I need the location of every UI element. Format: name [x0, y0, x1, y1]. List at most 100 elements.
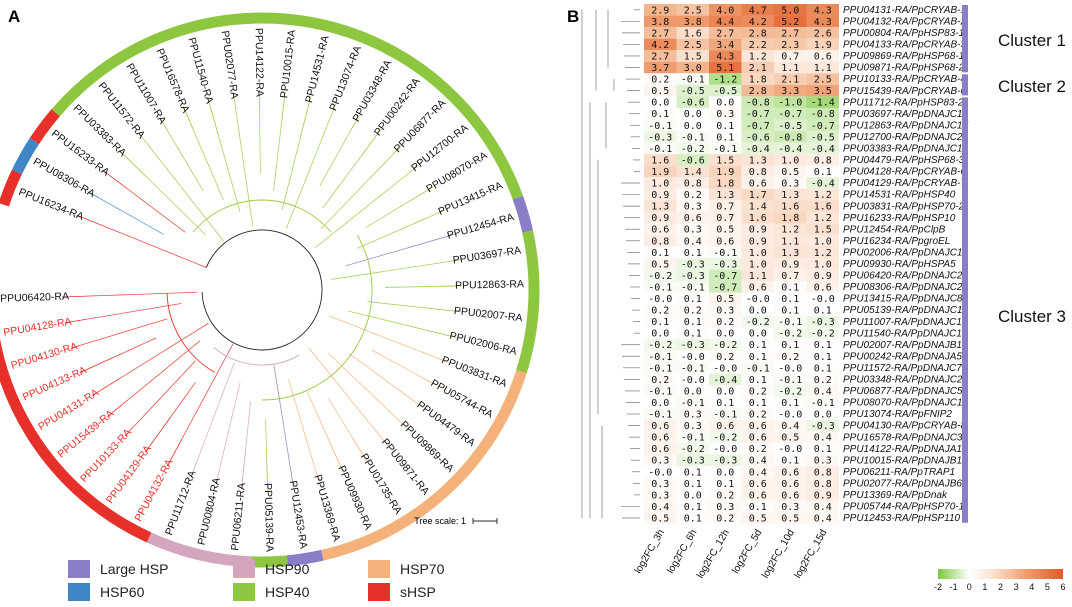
heatmap-cell [806, 304, 839, 316]
heatmap-cell [806, 235, 839, 247]
cell-value: 0.2 [814, 375, 832, 386]
branch [119, 322, 209, 379]
branch [64, 318, 87, 324]
heatmap-cell [676, 454, 709, 466]
gene-label: PPU03831-RA/PpHSP70-2 [843, 201, 965, 212]
heatmap-cell [676, 315, 709, 328]
heatmap-cell [806, 454, 839, 466]
heatmap-cell [644, 119, 677, 132]
heatmap-cell [741, 200, 774, 212]
cell-value: -0.0 [778, 363, 802, 374]
cluster-bar [962, 74, 968, 96]
cell-value: -0.0 [713, 444, 737, 455]
heatmap-cell [676, 200, 709, 212]
heatmap-cell [709, 73, 742, 85]
gene-label: PPU03383-RA/PpDNAJC11 [843, 144, 967, 155]
cell-value: 1.3 [781, 248, 799, 259]
heatmap-cell [806, 131, 839, 143]
gene-label: PPU04132-RA/PpCRYAB-2 [843, 16, 966, 27]
gene-label: PPU08070-RA/PpDNAJC1 [843, 398, 963, 409]
leaf-label: PPU04130-RA [10, 340, 79, 372]
cell-value: 1.0 [781, 155, 799, 166]
heatmap-cell [676, 38, 709, 51]
branch [348, 310, 409, 327]
heatmap-cell [676, 500, 709, 513]
legend-label: HSP90 [265, 561, 310, 577]
cell-value: 0.1 [814, 167, 832, 178]
heatmap-cell [806, 223, 839, 235]
tree-scale: Tree scale: 1 [414, 516, 498, 526]
cell-value: 0.1 [814, 340, 832, 351]
cell-value: 1.3 [749, 155, 767, 166]
heatmap-cell [676, 350, 709, 363]
cell-value: 0.1 [716, 121, 734, 132]
tree-scale-label: Tree scale: 1 [414, 516, 466, 526]
gene-label: PPU00804-RA/PpHSP83-1 [843, 28, 964, 39]
cell-value: -0.3 [681, 271, 705, 282]
branch [91, 377, 121, 396]
leaf-label: PPU06211-RA [229, 482, 248, 551]
branch [348, 353, 394, 386]
leaf-label: PPU05139-RA [262, 483, 276, 552]
branch [345, 247, 410, 267]
cell-value: -0.3 [713, 259, 737, 270]
branch [449, 259, 460, 262]
cell-value: -0.1 [648, 410, 672, 421]
heatmap-cell [644, 50, 677, 62]
heatmap-cell [774, 258, 807, 270]
colorbar-tick: -1 [950, 582, 958, 592]
heatmap-cell [709, 419, 742, 432]
heatmap-cell [806, 177, 839, 189]
heatmap-cell [806, 489, 839, 501]
heatmap-cell [676, 396, 709, 409]
legend-label: HSP40 [265, 584, 310, 600]
cell-value: -0.1 [778, 375, 802, 386]
gene-label: PPU14122-RA/PpDNAJA1 [843, 444, 962, 455]
leaf-label: PPU13369-RA [311, 473, 342, 542]
heatmap-cell [644, 477, 677, 490]
cell-value: -0.7 [746, 109, 770, 120]
heatmap-cell [741, 38, 774, 51]
gene-label: PPU13369-RA/PpDnak [843, 490, 948, 501]
heatmap-cell [644, 154, 677, 166]
branch-arc [213, 347, 300, 366]
cell-value: 0.2 [684, 306, 702, 317]
cell-value: -0.0 [681, 352, 705, 363]
cell-value: 1.0 [814, 259, 832, 270]
cell-value: 3.5 [814, 86, 832, 97]
cell-value: -0.0 [648, 294, 672, 305]
heatmap-cell [806, 362, 839, 374]
cell-value: 0.0 [749, 306, 767, 317]
leaf-label: PPU00804-RA [196, 476, 224, 546]
gene-label: PPU06211-RA/PpTRAP1 [843, 467, 955, 478]
cell-value: 2.3 [781, 40, 799, 51]
heatmap-cell [741, 350, 774, 363]
gene-label: PPU06420-RA/PpDNAJC22 [843, 271, 968, 282]
legend-label: HSP70 [400, 561, 445, 577]
cell-value: 0.6 [651, 421, 669, 432]
heatmap-cell [676, 466, 709, 478]
heatmap-cell [774, 154, 807, 166]
cell-value: -0.8 [746, 98, 770, 109]
heatmap-cell [806, 477, 839, 490]
heatmap-cell [709, 38, 742, 51]
gene-label: PPU16234-RA/PpgroEL [843, 236, 950, 247]
cluster-bar [962, 97, 968, 523]
ring-segment-shsp [0, 169, 22, 207]
branch [98, 197, 164, 235]
cell-value: -0.5 [713, 86, 737, 97]
heatmap-cell [774, 512, 807, 524]
heatmap-cell [644, 27, 677, 39]
heatmap-cell [774, 96, 807, 108]
cell-value: 4.4 [716, 17, 734, 28]
heatmap-cell [644, 385, 677, 397]
column-label: log2FC_10d [760, 528, 797, 581]
cell-value: -0.2 [648, 271, 672, 282]
branch [378, 434, 388, 446]
cell-value: -0.3 [648, 132, 672, 143]
legend-label: sHSP [400, 584, 436, 600]
cell-value: 0.2 [651, 75, 669, 86]
branch [87, 191, 100, 199]
gene-label: PPU05139-RA/PpDNAJC13 [843, 305, 968, 316]
cell-value: 0.1 [781, 398, 799, 409]
